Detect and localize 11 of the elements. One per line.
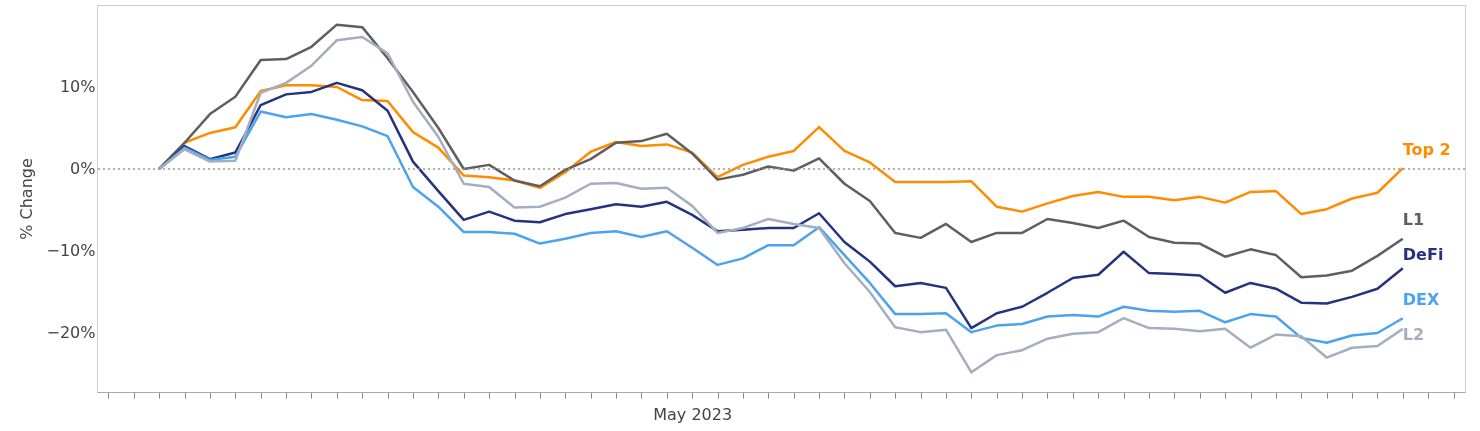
- x-tick-label: May 2023: [653, 404, 733, 424]
- series-label: L2: [1402, 324, 1425, 344]
- series-label: Top 2: [1402, 139, 1451, 159]
- series-label: L1: [1402, 210, 1425, 230]
- y-tick-label: −20%: [46, 323, 96, 343]
- y-tick-label: 10%: [59, 77, 96, 97]
- series-label: DeFi: [1402, 245, 1444, 265]
- series-label: DEX: [1402, 290, 1441, 310]
- y-axis-title: % Change: [16, 158, 36, 240]
- y-tick-label: 0%: [70, 159, 96, 179]
- y-tick-label: −10%: [46, 241, 96, 261]
